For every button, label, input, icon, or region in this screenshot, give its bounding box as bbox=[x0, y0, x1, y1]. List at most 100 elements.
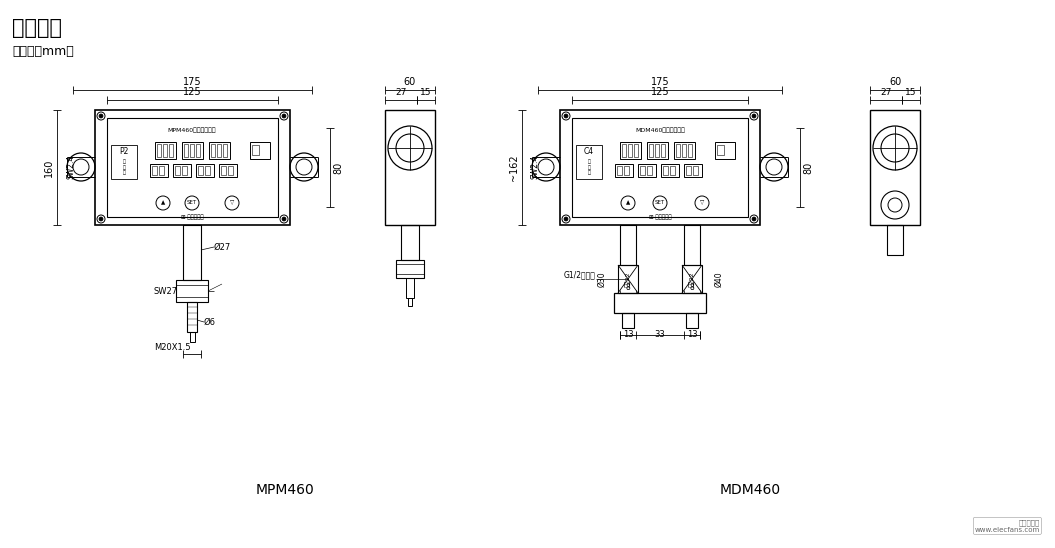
Text: 两方22: 两方22 bbox=[626, 271, 631, 287]
Text: 8: 8 bbox=[626, 283, 631, 293]
Bar bbox=[385, 110, 435, 225]
Text: G1/2内螺纹: G1/2内螺纹 bbox=[564, 271, 596, 279]
Bar bbox=[663, 166, 668, 175]
Bar bbox=[620, 142, 641, 159]
Text: MPM460: MPM460 bbox=[255, 483, 314, 497]
Bar bbox=[618, 265, 638, 293]
Text: ⊞ 乙源源源源: ⊞ 乙源源源源 bbox=[649, 214, 671, 220]
Bar bbox=[220, 166, 226, 175]
Bar bbox=[682, 144, 686, 157]
Circle shape bbox=[282, 114, 286, 118]
Bar bbox=[638, 164, 656, 177]
Text: 160: 160 bbox=[44, 158, 54, 176]
Text: ▽: ▽ bbox=[699, 201, 704, 206]
Bar bbox=[187, 302, 197, 332]
Bar bbox=[155, 142, 176, 159]
Bar bbox=[175, 166, 180, 175]
Bar bbox=[686, 313, 698, 328]
Text: 125: 125 bbox=[651, 87, 669, 97]
Bar bbox=[408, 298, 413, 306]
Text: 15: 15 bbox=[420, 88, 431, 97]
Text: 参
数
设: 参 数 设 bbox=[588, 159, 591, 175]
Text: 80: 80 bbox=[333, 161, 343, 174]
Text: MDM460型差压变送器: MDM460型差压变送器 bbox=[635, 127, 685, 133]
Text: 60: 60 bbox=[889, 77, 901, 87]
Text: 8: 8 bbox=[690, 283, 694, 293]
Text: SET: SET bbox=[187, 201, 197, 206]
Text: 125: 125 bbox=[184, 87, 202, 97]
Text: P2: P2 bbox=[119, 147, 129, 157]
Bar bbox=[406, 278, 414, 298]
Bar bbox=[684, 225, 701, 265]
Text: （单位：mm）: （单位：mm） bbox=[12, 45, 74, 58]
Bar bbox=[396, 260, 424, 278]
Bar bbox=[674, 142, 695, 159]
Text: 80: 80 bbox=[803, 161, 813, 174]
Bar bbox=[95, 110, 290, 225]
Text: 175: 175 bbox=[651, 77, 669, 87]
Bar bbox=[152, 166, 157, 175]
Bar bbox=[190, 332, 194, 342]
Bar bbox=[649, 144, 653, 157]
Bar bbox=[620, 225, 636, 265]
Text: 15: 15 bbox=[905, 88, 917, 97]
Text: ~162: ~162 bbox=[509, 154, 519, 181]
Bar bbox=[686, 166, 691, 175]
Text: M20X1.5: M20X1.5 bbox=[154, 344, 191, 352]
Bar bbox=[572, 118, 748, 217]
Bar bbox=[693, 166, 698, 175]
Bar bbox=[576, 145, 602, 179]
Circle shape bbox=[752, 217, 756, 221]
Bar bbox=[111, 145, 137, 179]
Bar bbox=[661, 144, 665, 157]
Bar bbox=[661, 164, 679, 177]
Bar bbox=[217, 144, 220, 157]
Bar bbox=[682, 265, 702, 293]
Bar bbox=[157, 144, 161, 157]
Bar bbox=[183, 225, 202, 280]
Text: MPM460型压力变送器: MPM460型压力变送器 bbox=[168, 127, 216, 133]
Bar bbox=[617, 166, 622, 175]
Bar bbox=[622, 313, 634, 328]
Bar bbox=[150, 164, 168, 177]
Text: Ø40: Ø40 bbox=[714, 271, 723, 287]
Bar bbox=[615, 164, 633, 177]
Bar bbox=[107, 118, 279, 217]
Circle shape bbox=[282, 217, 286, 221]
Circle shape bbox=[564, 114, 568, 118]
Text: ▲: ▲ bbox=[626, 201, 630, 206]
Bar bbox=[159, 166, 164, 175]
Text: SW27: SW27 bbox=[154, 287, 178, 295]
Bar bbox=[624, 166, 629, 175]
Text: C4: C4 bbox=[583, 147, 594, 157]
Text: ⊞ 乙源源源源: ⊞ 乙源源源源 bbox=[180, 214, 204, 220]
Bar bbox=[176, 280, 208, 302]
Circle shape bbox=[752, 114, 756, 118]
Bar bbox=[670, 166, 675, 175]
Text: 外形结构: 外形结构 bbox=[12, 18, 62, 38]
Text: SW2.4: SW2.4 bbox=[531, 155, 540, 179]
Bar bbox=[228, 166, 233, 175]
Bar bbox=[640, 166, 645, 175]
Bar bbox=[219, 164, 237, 177]
Text: Ø6: Ø6 bbox=[204, 317, 216, 327]
Bar bbox=[870, 110, 920, 225]
Text: 33: 33 bbox=[654, 330, 666, 339]
Bar bbox=[196, 144, 200, 157]
Bar bbox=[634, 144, 638, 157]
Circle shape bbox=[564, 217, 568, 221]
Text: 60: 60 bbox=[404, 77, 416, 87]
Text: ▲: ▲ bbox=[160, 201, 166, 206]
Text: Ø27: Ø27 bbox=[214, 243, 231, 252]
Text: 175: 175 bbox=[184, 77, 202, 87]
Bar bbox=[887, 225, 903, 255]
Bar bbox=[209, 142, 230, 159]
Bar bbox=[401, 225, 419, 260]
Bar bbox=[560, 110, 760, 225]
Bar bbox=[717, 145, 724, 155]
Bar bbox=[252, 145, 258, 155]
Bar bbox=[250, 142, 270, 159]
Bar bbox=[183, 166, 187, 175]
Bar bbox=[655, 144, 659, 157]
Text: MDM460: MDM460 bbox=[720, 483, 781, 497]
